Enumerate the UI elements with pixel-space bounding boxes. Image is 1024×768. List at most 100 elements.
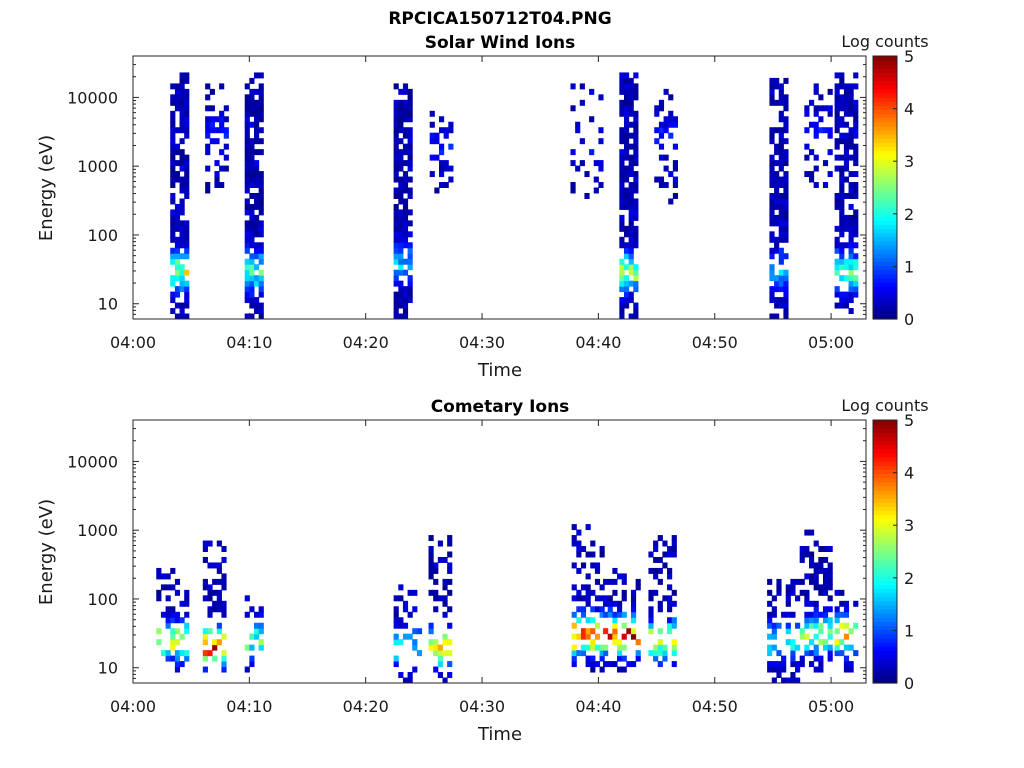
heatmap-cell [402, 297, 409, 304]
colorbar-swatch [873, 158, 897, 164]
heatmap-cell [774, 286, 780, 293]
heatmap-cell [783, 313, 789, 320]
x-tick-label: 04:50 [692, 333, 738, 352]
heatmap-cell [843, 661, 850, 668]
heatmap-cell [623, 105, 630, 112]
heatmap-cell [628, 160, 634, 167]
heatmap-cell [839, 187, 845, 194]
heatmap-cell [818, 584, 824, 591]
heatmap-cell [170, 291, 176, 298]
heatmap-cell [783, 192, 789, 199]
heatmap-cell [398, 584, 404, 591]
heatmap-cell [202, 633, 208, 640]
heatmap-cell [170, 99, 176, 106]
heatmap-cell [398, 286, 404, 293]
heatmap-cell [407, 258, 413, 265]
heatmap-cell [393, 83, 399, 90]
heatmap-cell [771, 595, 777, 602]
heatmap-cell [571, 540, 577, 547]
heatmap-cell [219, 110, 225, 117]
heatmap-cell [249, 192, 255, 199]
heatmap-cell [818, 639, 824, 646]
heatmap-cell [813, 600, 819, 607]
heatmap-cell [442, 578, 448, 585]
heatmap-cell [258, 291, 264, 298]
heatmap-cell [393, 192, 399, 199]
heatmap-cell [778, 280, 784, 287]
heatmap-cell [839, 611, 845, 618]
heatmap-cell [818, 628, 824, 635]
heatmap-cell [244, 220, 250, 227]
heatmap-cell [254, 182, 260, 188]
heatmap-cell [633, 121, 639, 128]
heatmap-cell [774, 99, 780, 106]
heatmap-cell [623, 275, 630, 282]
heatmap-cell [813, 132, 819, 139]
heatmap-cell [249, 182, 255, 188]
heatmap-cell [623, 149, 630, 156]
heatmap-cell [633, 149, 639, 156]
colorbar-swatch [873, 245, 897, 250]
heatmap-cell [853, 182, 859, 188]
colorbar-swatch [873, 265, 897, 271]
heatmap-cell [184, 286, 190, 293]
heatmap-cell [393, 622, 399, 629]
heatmap-cell [393, 214, 399, 221]
heatmap-cell [216, 567, 222, 574]
colorbar-swatch [873, 191, 897, 197]
heatmap-cell [648, 628, 654, 635]
heatmap-cell [209, 88, 215, 95]
heatmap-cell [258, 99, 264, 106]
heatmap-cell [209, 127, 215, 134]
heatmap-cell [170, 639, 176, 646]
heatmap-cell [827, 595, 833, 602]
heatmap-cell [853, 143, 859, 150]
heatmap-cell [216, 595, 222, 602]
heatmap-cell [184, 116, 190, 123]
heatmap-cell [853, 291, 859, 298]
heatmap-cell [839, 154, 845, 161]
colorbar-swatch [873, 539, 897, 544]
heatmap-cell [621, 655, 627, 662]
heatmap-cell [648, 617, 654, 624]
heatmap-cell [254, 72, 260, 79]
heatmap-cell [585, 595, 591, 602]
heatmap-cell [254, 622, 260, 629]
heatmap-cell [585, 524, 591, 531]
heatmap-cell [799, 578, 805, 585]
heatmap-cell [628, 182, 634, 188]
heatmap-cell [774, 275, 780, 282]
heatmap-cell [804, 644, 810, 651]
heatmap-cell [834, 198, 840, 205]
colorbar-swatch [873, 138, 897, 143]
heatmap-cell [827, 617, 833, 624]
heatmap-cell [633, 160, 639, 167]
heatmap-cell [818, 567, 824, 574]
heatmap-cell [393, 149, 399, 156]
heatmap-cell [402, 132, 409, 139]
heatmap-cell [244, 176, 250, 183]
heatmap-cell [179, 187, 185, 194]
heatmap-cell [630, 628, 637, 635]
heatmap-cell [254, 88, 260, 95]
heatmap-cell [790, 584, 796, 591]
heatmap-cell [254, 264, 260, 271]
heatmap-cell [244, 116, 250, 123]
heatmap-cell [594, 562, 601, 569]
heatmap-cell [635, 584, 641, 591]
heatmap-cell [439, 149, 445, 156]
heatmap-cell [778, 110, 784, 117]
heatmap-cell [839, 182, 845, 188]
heatmap-cell [184, 94, 190, 101]
heatmap-cell [249, 225, 255, 232]
heatmap-cell [258, 105, 264, 112]
heatmap-cell [778, 231, 784, 238]
heatmap-cell [769, 154, 775, 161]
heatmap-cell [174, 203, 181, 210]
heatmap-cell [778, 286, 784, 293]
heatmap-cell [617, 644, 623, 651]
heatmap-cell [667, 584, 673, 591]
heatmap-cell [628, 154, 634, 161]
heatmap-cell [448, 165, 454, 172]
heatmap-cell [843, 291, 850, 298]
